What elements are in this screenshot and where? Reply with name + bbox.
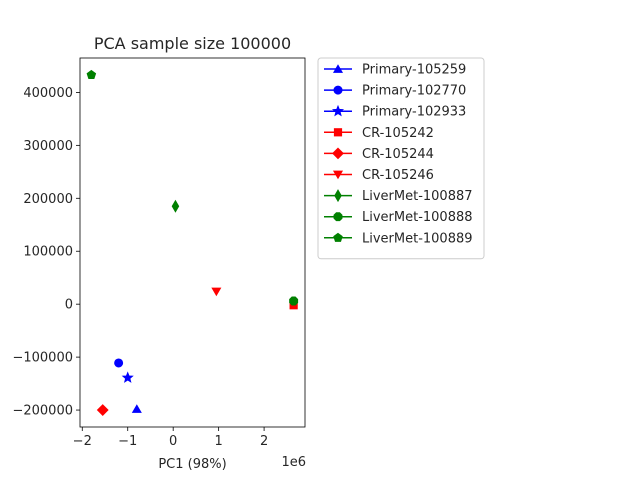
legend-box [317,57,485,260]
legend-label: LiverMet-100888 [362,210,473,225]
legend-entry: CR-105244 [324,147,434,162]
legend: Primary-105259 Primary-102770 Primary-1029… [317,57,485,260]
legend-label: Primary-102770 [362,84,466,99]
data-point [131,404,142,413]
legend-entry: LiverMet-100888 [324,210,473,225]
legend-label: Primary-105259 [362,63,466,78]
legend-marker [332,147,344,160]
x-tick-label: −1 [118,434,137,449]
legend-marker [333,128,343,137]
legend-entry: LiverMet-100889 [324,231,473,246]
x-axis-label: PC1 (98%) [158,457,226,472]
data-point [289,296,299,306]
y-tick-label: −100000 [12,351,73,366]
legend-marker [333,85,343,95]
data-point [121,371,134,383]
legend-label: CR-105244 [362,147,434,162]
legend-entry: Primary-102933 [324,105,466,120]
y-tick-label: 400000 [23,86,73,101]
legend-entry: CR-105242 [324,126,434,141]
data-point [114,358,124,368]
legend-marker [334,189,342,203]
y-tick-label: 200000 [23,192,73,207]
legend-label: Primary-102933 [362,105,466,120]
y-tick-label: 0 [65,298,73,313]
data-point [96,404,109,416]
y-tick-label: 100000 [23,245,73,260]
data-point [171,199,180,213]
y-axis-ticks: −200000 −100000 0 100000 200000 300000 400000 [12,86,80,419]
legend-label: LiverMet-100887 [362,189,473,204]
x-tick-label: −2 [73,434,92,449]
y-tick-label: −200000 [12,404,73,419]
legend-entry: CR-105246 [324,168,434,183]
legend-marker [333,232,343,242]
x-tick-label: 2 [260,434,268,449]
legend-entry: LiverMet-100887 [324,189,473,204]
legend-marker [333,212,343,222]
legend-marker [332,64,344,73]
legend-label: CR-105242 [362,126,434,141]
data-points [86,69,299,416]
legend-marker [331,104,345,117]
axes-frame [79,57,306,428]
chart-title: PCA sample size 100000 [94,34,291,53]
x-axis-offset-label: 1e6 [281,455,306,470]
x-axis-ticks: −2 −1 0 1 2 [73,427,268,449]
plot-area [79,57,306,428]
x-tick-label: 0 [169,434,177,449]
y-tick-label: 300000 [23,139,73,154]
legend-entry: Primary-102770 [324,84,466,99]
legend-entry: Primary-105259 [324,63,466,78]
data-point [86,69,97,79]
legend-label: LiverMet-100889 [362,231,473,246]
legend-label: CR-105246 [362,168,434,183]
legend-marker [332,170,344,180]
data-point [211,287,222,297]
x-tick-label: 1 [214,434,222,449]
